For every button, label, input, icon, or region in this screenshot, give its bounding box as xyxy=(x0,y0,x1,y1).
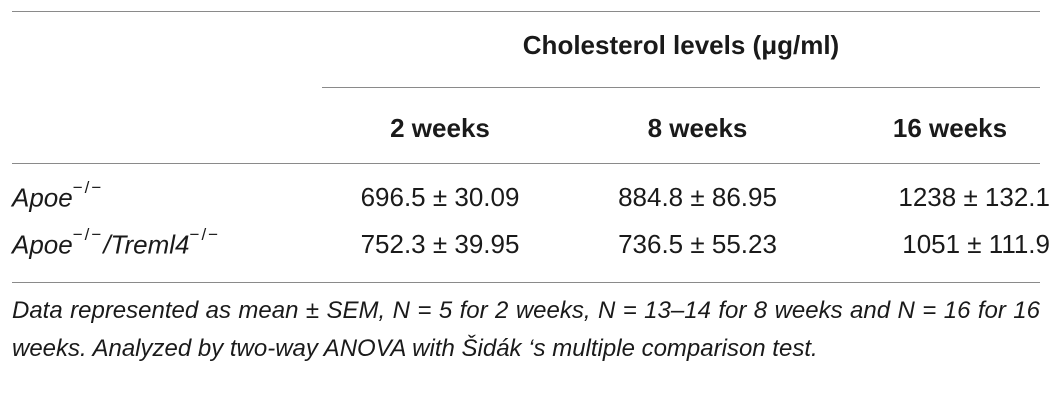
row-label-gene-suffix: /Treml4 xyxy=(103,229,190,260)
table-top-rule xyxy=(12,11,1040,12)
group-header: Cholesterol levels (μg/ml) xyxy=(522,30,840,60)
row-label-gene: Apoe xyxy=(12,182,73,213)
cell-16-weeks: 1051 ± 111.9 xyxy=(902,229,1050,259)
row-label-genotype: −/− xyxy=(72,178,104,197)
table-bottom-rule xyxy=(12,282,1040,283)
cell-2-weeks: 752.3 ± 39.95 xyxy=(360,229,520,259)
row-label-genotype: −/− xyxy=(72,225,104,244)
cell-8-weeks: 736.5 ± 55.23 xyxy=(618,229,777,259)
row-label-suffix-genotype: −/− xyxy=(189,225,221,244)
column-header-8-weeks: 8 weeks xyxy=(647,113,748,143)
group-header-rule xyxy=(322,87,1040,88)
cell-16-weeks: 1238 ± 132.1 xyxy=(898,182,1050,212)
column-header-16-weeks: 16 weeks xyxy=(892,113,1008,143)
row-label-apoe: Apoe−/− xyxy=(12,178,103,214)
cell-2-weeks: 696.5 ± 30.09 xyxy=(360,182,520,212)
row-label-apoe-treml4: Apoe−/−/Treml4−/− xyxy=(12,225,220,261)
row-label-gene: Apoe xyxy=(12,229,73,260)
column-header-2-weeks: 2 weeks xyxy=(390,113,490,143)
table-footnote: Data represented as mean ± SEM, N = 5 fo… xyxy=(12,297,1040,362)
cell-8-weeks: 884.8 ± 86.95 xyxy=(618,182,777,212)
header-rule xyxy=(12,163,1040,164)
